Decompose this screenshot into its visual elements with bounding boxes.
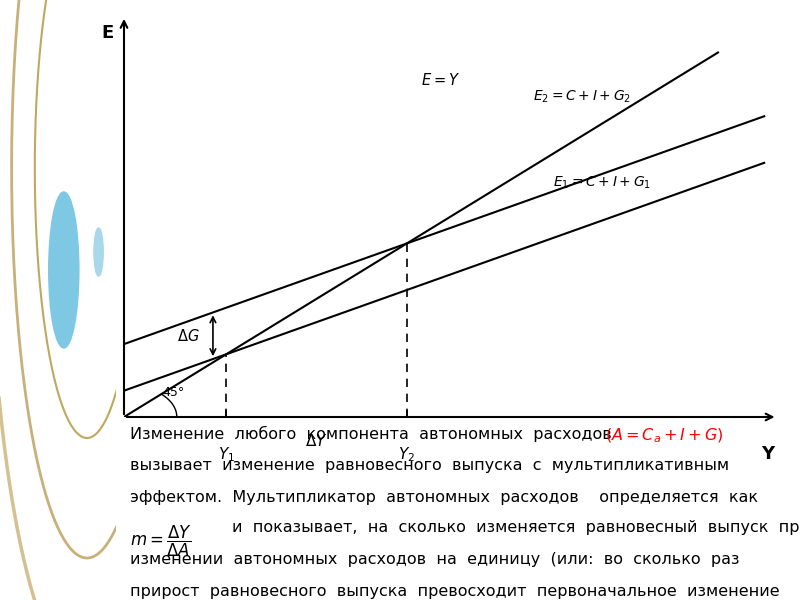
- Text: Изменение  любого  компонента  автономных  расходов: Изменение любого компонента автономных р…: [130, 426, 622, 442]
- Text: $E_1 = C+I+G_1$: $E_1 = C+I+G_1$: [553, 174, 651, 191]
- Text: вызывает  изменение  равновесного  выпуска  с  мультипликативным: вызывает изменение равновесного выпуска …: [130, 458, 729, 473]
- Text: $E = Y$: $E = Y$: [421, 72, 460, 88]
- Text: Y: Y: [761, 445, 774, 463]
- Text: $m = \dfrac{\Delta Y}{\Delta A}$: $m = \dfrac{\Delta Y}{\Delta A}$: [130, 524, 192, 559]
- Text: эффектом.  Мультипликатор  автономных  расходов    определяется  как: эффектом. Мультипликатор автономных расх…: [130, 490, 758, 505]
- Text: и  показывает,  на  сколько  изменяется  равновесный  выпуск  при: и показывает, на сколько изменяется равн…: [232, 520, 800, 535]
- Text: $\Delta Y$: $\Delta Y$: [305, 433, 328, 449]
- Text: E: E: [102, 24, 114, 42]
- Text: $Y_1$: $Y_1$: [218, 445, 234, 464]
- Text: 45°: 45°: [162, 386, 185, 399]
- Circle shape: [49, 192, 79, 348]
- Text: $\Delta G$: $\Delta G$: [177, 328, 200, 344]
- Circle shape: [94, 228, 103, 276]
- Text: $E_2 = C+I+G_2$: $E_2 = C+I+G_2$: [534, 89, 631, 106]
- Text: прирост  равновесного  выпуска  превосходит  первоначальное  изменение: прирост равновесного выпуска превосходит…: [130, 584, 779, 599]
- Text: $Y_2$: $Y_2$: [398, 445, 415, 464]
- Text: изменении  автономных  расходов  на  единицу  (или:  во  сколько  раз: изменении автономных расходов на единицу…: [130, 551, 739, 566]
- Text: $(A = C_a + I + G)$: $(A = C_a + I + G)$: [605, 426, 724, 445]
